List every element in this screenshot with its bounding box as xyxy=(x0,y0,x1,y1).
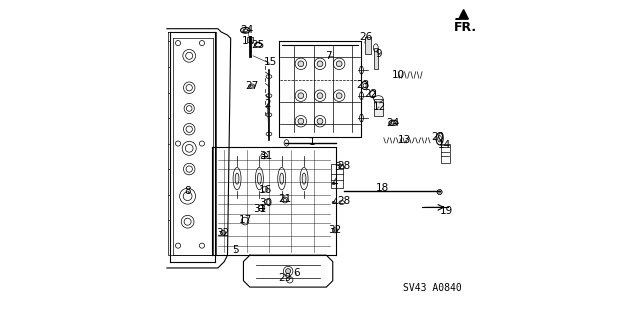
Ellipse shape xyxy=(257,173,261,184)
Circle shape xyxy=(285,269,291,274)
Bar xyxy=(440,144,450,163)
Text: 6: 6 xyxy=(292,268,300,278)
Text: 8: 8 xyxy=(184,186,191,197)
Text: 32: 32 xyxy=(216,228,229,238)
Text: 27: 27 xyxy=(244,81,258,91)
Text: 5: 5 xyxy=(232,245,239,256)
Bar xyxy=(246,37,253,42)
Bar xyxy=(365,37,371,54)
Text: 31: 31 xyxy=(253,204,266,214)
Text: 19: 19 xyxy=(440,205,452,216)
Text: 20: 20 xyxy=(431,132,445,142)
Text: 7: 7 xyxy=(324,51,332,61)
Text: 12: 12 xyxy=(372,102,386,112)
Text: 2: 2 xyxy=(264,99,271,109)
Text: SV43 A0840: SV43 A0840 xyxy=(403,284,461,293)
Text: 4: 4 xyxy=(331,178,338,189)
Text: 11: 11 xyxy=(242,36,255,47)
Text: FR.: FR. xyxy=(454,21,477,34)
Circle shape xyxy=(298,61,304,67)
Circle shape xyxy=(336,61,342,67)
Bar xyxy=(374,99,383,116)
Text: 13: 13 xyxy=(398,135,411,145)
Text: 14: 14 xyxy=(438,140,451,150)
Text: 28: 28 xyxy=(337,196,351,206)
Circle shape xyxy=(437,189,442,195)
Circle shape xyxy=(317,61,323,67)
Text: 31: 31 xyxy=(259,151,273,161)
Text: 24: 24 xyxy=(240,25,253,35)
Polygon shape xyxy=(456,10,468,19)
Circle shape xyxy=(298,93,304,99)
Ellipse shape xyxy=(332,182,335,184)
Ellipse shape xyxy=(280,173,284,184)
Text: 23: 23 xyxy=(356,79,370,90)
Text: 28: 28 xyxy=(337,161,351,171)
Text: 30: 30 xyxy=(259,197,273,208)
Text: 10: 10 xyxy=(392,70,404,80)
Text: 17: 17 xyxy=(239,215,252,225)
Text: 25: 25 xyxy=(251,40,264,50)
Text: 24: 24 xyxy=(387,118,400,128)
Circle shape xyxy=(317,93,323,99)
Circle shape xyxy=(220,230,225,235)
Text: 21: 21 xyxy=(278,194,292,204)
Text: 16: 16 xyxy=(259,185,273,195)
Ellipse shape xyxy=(235,173,239,184)
Text: 1: 1 xyxy=(308,137,316,147)
Ellipse shape xyxy=(302,173,306,184)
Bar xyxy=(331,164,343,188)
Text: 18: 18 xyxy=(376,183,389,193)
Circle shape xyxy=(332,228,337,233)
Circle shape xyxy=(336,93,342,99)
Text: 15: 15 xyxy=(264,57,277,67)
Text: 22: 22 xyxy=(364,89,378,99)
Bar xyxy=(374,48,378,69)
Text: 29: 29 xyxy=(278,272,292,283)
Text: 4: 4 xyxy=(331,197,338,208)
Circle shape xyxy=(317,118,323,124)
Ellipse shape xyxy=(332,202,335,204)
Text: 9: 9 xyxy=(376,49,382,59)
Text: 32: 32 xyxy=(328,225,341,235)
Text: 3: 3 xyxy=(334,162,341,173)
Text: 26: 26 xyxy=(360,32,373,42)
Circle shape xyxy=(298,118,304,124)
